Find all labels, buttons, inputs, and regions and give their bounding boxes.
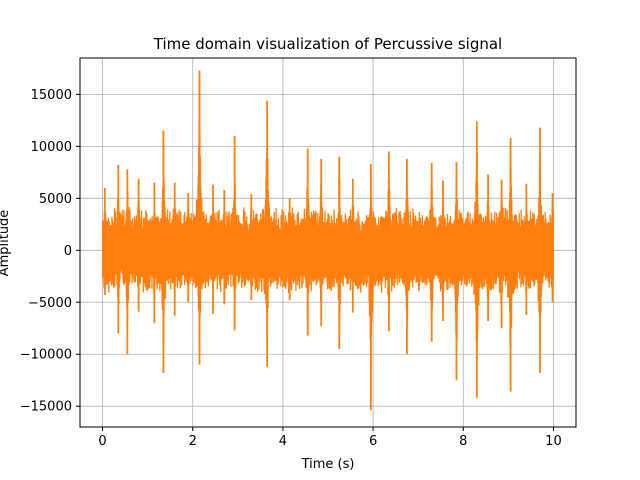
axes-frame <box>79 57 577 428</box>
x-axis-label: Time (s) <box>301 457 355 472</box>
x-tick-label: 4 <box>279 434 287 449</box>
plot-area <box>101 70 555 411</box>
x-tick-label: 6 <box>369 434 377 449</box>
signal-line <box>101 82 555 375</box>
y-axis-label: Amplitude <box>0 210 12 277</box>
x-tick-label: 0 <box>98 434 106 449</box>
y-tick-label: −15000 <box>20 400 72 415</box>
y-tick-label: 5000 <box>39 192 72 207</box>
y-tick-label: −10000 <box>20 348 72 363</box>
x-tick-label: 8 <box>459 434 467 449</box>
x-tick-label: 2 <box>189 434 197 449</box>
ticks: 0 2 4 6 8 10 −15000 −10000 −5000 0 5000 10000 15000 <box>20 88 562 449</box>
y-tick-label: −5000 <box>28 296 72 311</box>
y-tick-label: 15000 <box>31 88 72 103</box>
y-tick-label: 10000 <box>31 140 72 155</box>
chart-title: Time domain visualization of Percussive … <box>153 35 502 53</box>
x-tick-label: 10 <box>545 434 562 449</box>
y-tick-label: 0 <box>64 244 72 259</box>
axes <box>79 57 577 428</box>
